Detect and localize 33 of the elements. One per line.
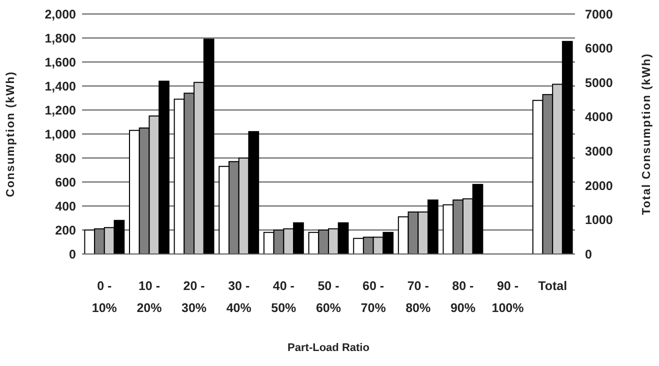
y-tick-label: 0 <box>69 247 76 262</box>
y2-tick-label: 4000 <box>585 110 613 124</box>
y-tick-label: 400 <box>55 199 76 214</box>
y-tick-label: 1,400 <box>44 79 76 94</box>
x-axis-title: Part-Load Ratio <box>288 342 370 354</box>
y2-tick-label: 5000 <box>585 76 613 90</box>
y2-tick-label: 3000 <box>585 144 613 159</box>
y-tick-label: 1,600 <box>44 55 76 70</box>
y-tick-label: 1,000 <box>44 127 76 142</box>
x-tick-label: 40 - 50% <box>271 279 296 315</box>
y2-tick-label: 6000 <box>585 42 613 56</box>
y2-axis-title: Total Consumption (kWh) <box>641 52 653 216</box>
x-tick-label: 20 - 30% <box>182 279 207 315</box>
y-axis-title: Consumption (kWh) <box>5 70 17 198</box>
y2-tick-label: 7000 <box>585 7 613 22</box>
y-tick-label: 800 <box>55 151 76 166</box>
y2-tick-label: 1000 <box>585 213 613 228</box>
x-tick-label: 60 - 70% <box>360 279 386 315</box>
x-tick-label: Total <box>538 279 568 293</box>
x-tick-label: 0 - 10% <box>92 279 117 315</box>
x-tick-label: 90 - 100% <box>492 279 524 315</box>
y-tick-label: 200 <box>55 223 76 238</box>
y2-tick-label: 0 <box>585 247 592 262</box>
y2-tick-label: 2000 <box>585 178 613 193</box>
x-tick-label: 30 - 40% <box>226 279 252 315</box>
x-tick-label: 70 - 80% <box>406 279 431 315</box>
x-tick-label: 50 - 60% <box>316 279 342 315</box>
x-tick-label: 80 - 90% <box>450 279 476 315</box>
y-tick-label: 600 <box>55 175 76 190</box>
y-tick-label: 1,200 <box>44 103 76 118</box>
y-tick-label: 1,800 <box>44 31 76 46</box>
x-tick-label: 10 - 20% <box>136 279 162 315</box>
y-tick-label: 2,000 <box>44 7 76 22</box>
